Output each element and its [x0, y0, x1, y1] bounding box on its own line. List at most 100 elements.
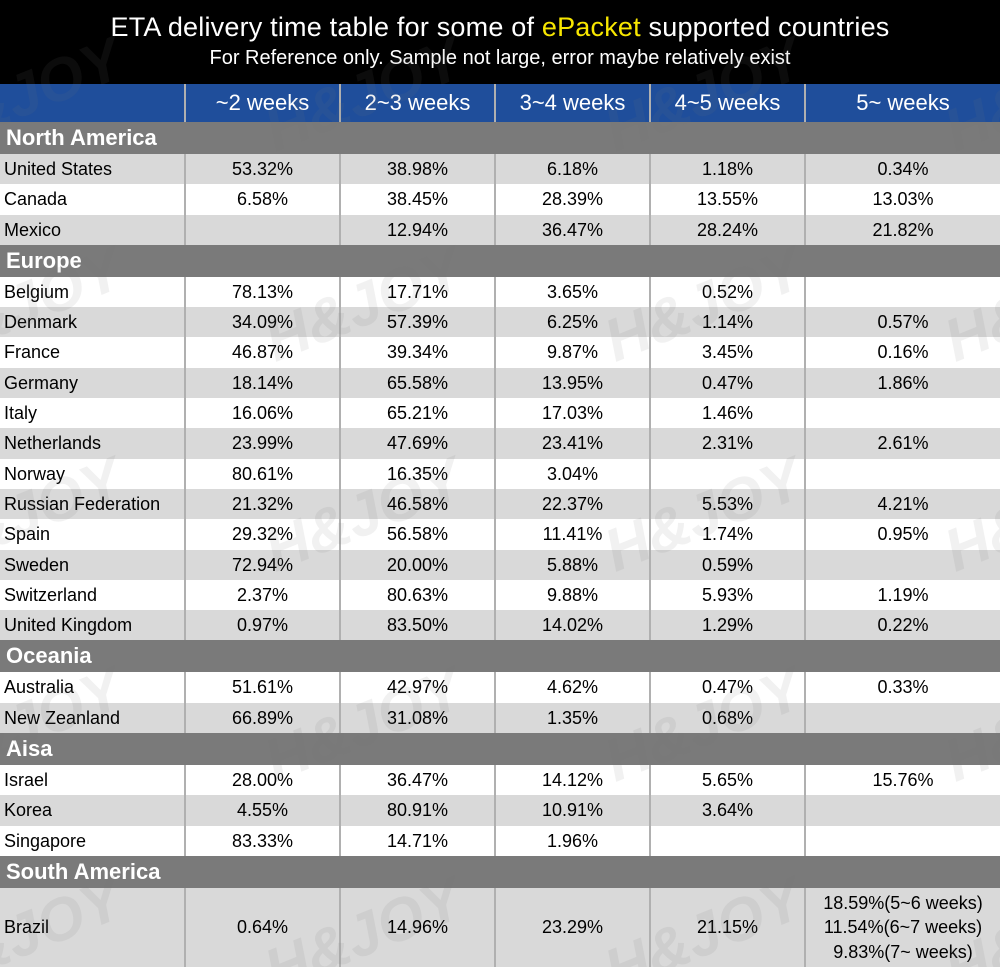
- country-cell: Sweden: [0, 550, 185, 580]
- table-row: New Zeanland66.89%31.08%1.35%0.68%: [0, 703, 1000, 733]
- table-row: France46.87%39.34%9.87%3.45%0.16%: [0, 337, 1000, 367]
- value-cell: 56.58%: [340, 519, 495, 549]
- value-cell: 0.52%: [650, 277, 805, 307]
- table-row: Mexico12.94%36.47%28.24%21.82%: [0, 215, 1000, 245]
- country-cell: Israel: [0, 765, 185, 795]
- value-cell: 39.34%: [340, 337, 495, 367]
- table-row: Norway80.61%16.35%3.04%: [0, 459, 1000, 489]
- country-cell: Germany: [0, 368, 185, 398]
- value-cell: 2.61%: [805, 428, 1000, 458]
- value-cell: 10.91%: [495, 795, 650, 825]
- value-cell: 4.62%: [495, 672, 650, 702]
- region-name: Europe: [0, 245, 1000, 277]
- value-cell: 42.97%: [340, 672, 495, 702]
- value-cell: 6.25%: [495, 307, 650, 337]
- value-cell: 13.55%: [650, 184, 805, 214]
- table-row: Germany18.14%65.58%13.95%0.47%1.86%: [0, 368, 1000, 398]
- title-highlight: ePacket: [542, 12, 641, 42]
- value-cell: 83.50%: [340, 610, 495, 640]
- value-cell: 4.55%: [185, 795, 340, 825]
- value-cell: 47.69%: [340, 428, 495, 458]
- value-cell: 3.65%: [495, 277, 650, 307]
- value-cell: 0.59%: [650, 550, 805, 580]
- value-cell: 0.47%: [650, 672, 805, 702]
- country-cell: Switzerland: [0, 580, 185, 610]
- value-cell: 1.29%: [650, 610, 805, 640]
- value-cell: 1.18%: [650, 154, 805, 184]
- value-cell: 18.59%(5~6 weeks) 11.54%(6~7 weeks) 9.83…: [805, 888, 1000, 967]
- page-title: ETA delivery time table for some of ePac…: [10, 12, 990, 43]
- value-cell: 53.32%: [185, 154, 340, 184]
- value-cell: 0.47%: [650, 368, 805, 398]
- table-row: Belgium78.13%17.71%3.65%0.52%: [0, 277, 1000, 307]
- value-cell: 14.71%: [340, 826, 495, 856]
- title-post: supported countries: [641, 12, 890, 42]
- value-cell: 0.95%: [805, 519, 1000, 549]
- country-cell: United Kingdom: [0, 610, 185, 640]
- country-cell: Australia: [0, 672, 185, 702]
- region-name: South America: [0, 856, 1000, 888]
- value-cell: [805, 550, 1000, 580]
- table-row: Denmark34.09%57.39%6.25%1.14%0.57%: [0, 307, 1000, 337]
- table-row: Spain29.32%56.58%11.41%1.74%0.95%: [0, 519, 1000, 549]
- header-bar: ETA delivery time table for some of ePac…: [0, 0, 1000, 84]
- table-row: Netherlands23.99%47.69%23.41%2.31%2.61%: [0, 428, 1000, 458]
- country-cell: Canada: [0, 184, 185, 214]
- value-cell: 72.94%: [185, 550, 340, 580]
- value-cell: 16.35%: [340, 459, 495, 489]
- value-cell: 31.08%: [340, 703, 495, 733]
- table-row: Sweden72.94%20.00%5.88%0.59%: [0, 550, 1000, 580]
- country-cell: Russian Federation: [0, 489, 185, 519]
- value-cell: 3.45%: [650, 337, 805, 367]
- value-cell: 21.82%: [805, 215, 1000, 245]
- value-cell: [805, 277, 1000, 307]
- value-cell: 5.65%: [650, 765, 805, 795]
- value-cell: 83.33%: [185, 826, 340, 856]
- delivery-table: ~2 weeks 2~3 weeks 3~4 weeks 4~5 weeks 5…: [0, 84, 1000, 967]
- value-cell: 1.86%: [805, 368, 1000, 398]
- value-cell: 18.14%: [185, 368, 340, 398]
- country-cell: Belgium: [0, 277, 185, 307]
- value-cell: [805, 795, 1000, 825]
- value-cell: 0.97%: [185, 610, 340, 640]
- value-cell: 38.98%: [340, 154, 495, 184]
- value-cell: 15.76%: [805, 765, 1000, 795]
- value-cell: 2.37%: [185, 580, 340, 610]
- country-cell: Korea: [0, 795, 185, 825]
- value-cell: 57.39%: [340, 307, 495, 337]
- value-cell: 3.04%: [495, 459, 650, 489]
- col-header-country: [0, 84, 185, 122]
- value-cell: 80.63%: [340, 580, 495, 610]
- value-cell: 28.24%: [650, 215, 805, 245]
- value-cell: 23.41%: [495, 428, 650, 458]
- value-cell: [805, 398, 1000, 428]
- table-row: Singapore83.33%14.71%1.96%: [0, 826, 1000, 856]
- value-cell: 21.15%: [650, 888, 805, 967]
- table-head: ~2 weeks 2~3 weeks 3~4 weeks 4~5 weeks 5…: [0, 84, 1000, 122]
- value-cell: 21.32%: [185, 489, 340, 519]
- country-cell: Norway: [0, 459, 185, 489]
- value-cell: 4.21%: [805, 489, 1000, 519]
- value-cell: 65.21%: [340, 398, 495, 428]
- value-cell: 80.61%: [185, 459, 340, 489]
- value-cell: 34.09%: [185, 307, 340, 337]
- value-cell: 1.19%: [805, 580, 1000, 610]
- value-cell: [650, 826, 805, 856]
- value-cell: 0.33%: [805, 672, 1000, 702]
- value-cell: 66.89%: [185, 703, 340, 733]
- page-subtitle: For Reference only. Sample not large, er…: [10, 47, 990, 70]
- country-cell: Singapore: [0, 826, 185, 856]
- region-header-row: Aisa: [0, 733, 1000, 765]
- table-row: Italy16.06%65.21%17.03%1.46%: [0, 398, 1000, 428]
- value-cell: 0.22%: [805, 610, 1000, 640]
- region-name: North America: [0, 122, 1000, 154]
- value-cell: 0.57%: [805, 307, 1000, 337]
- value-cell: 0.64%: [185, 888, 340, 967]
- value-cell: [805, 459, 1000, 489]
- country-cell: Spain: [0, 519, 185, 549]
- country-cell: New Zeanland: [0, 703, 185, 733]
- value-cell: 36.47%: [495, 215, 650, 245]
- value-cell: 14.96%: [340, 888, 495, 967]
- country-cell: Italy: [0, 398, 185, 428]
- value-cell: 6.18%: [495, 154, 650, 184]
